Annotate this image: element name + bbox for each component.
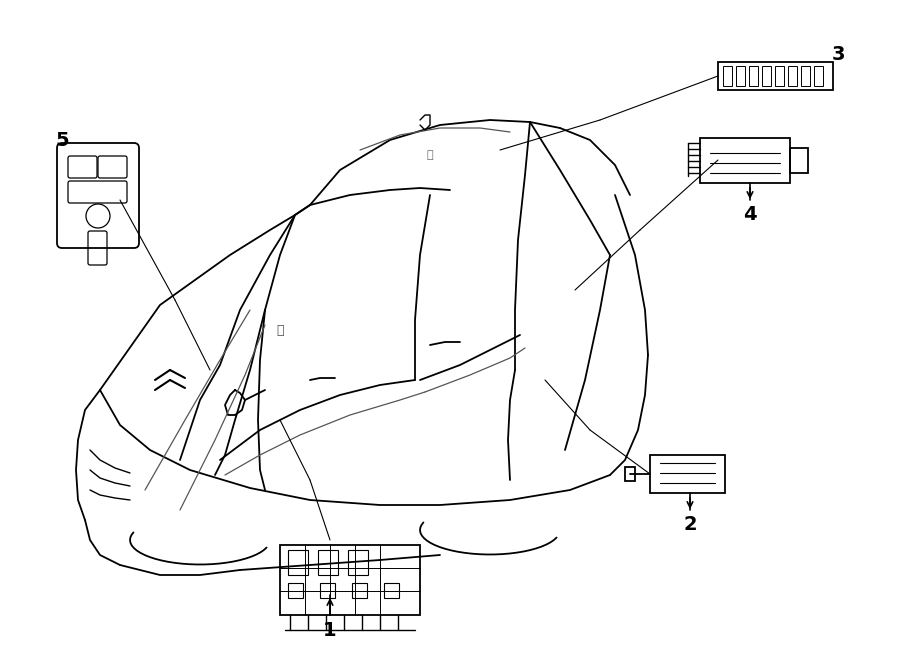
Bar <box>280 545 420 615</box>
Text: 🔑: 🔑 <box>276 323 284 336</box>
Bar <box>352 583 367 598</box>
Bar <box>736 66 745 86</box>
Bar <box>700 138 790 183</box>
Bar <box>288 550 308 575</box>
Bar <box>790 148 808 173</box>
Bar <box>320 583 335 598</box>
Bar <box>384 583 399 598</box>
Bar <box>718 62 833 90</box>
Text: 1: 1 <box>323 621 337 639</box>
Bar <box>788 66 797 86</box>
Bar <box>625 467 635 481</box>
Text: 4: 4 <box>743 206 757 225</box>
Bar <box>650 455 725 493</box>
Bar <box>318 550 338 575</box>
Bar <box>801 66 810 86</box>
Bar <box>749 66 758 86</box>
Bar <box>723 66 732 86</box>
Text: 2: 2 <box>683 516 697 535</box>
Text: 5: 5 <box>55 130 68 149</box>
Text: 3: 3 <box>832 46 845 65</box>
Bar <box>762 66 771 86</box>
Bar <box>348 550 368 575</box>
Text: 🔑: 🔑 <box>427 150 433 160</box>
Bar <box>814 66 823 86</box>
Bar <box>288 583 303 598</box>
Bar <box>775 66 784 86</box>
